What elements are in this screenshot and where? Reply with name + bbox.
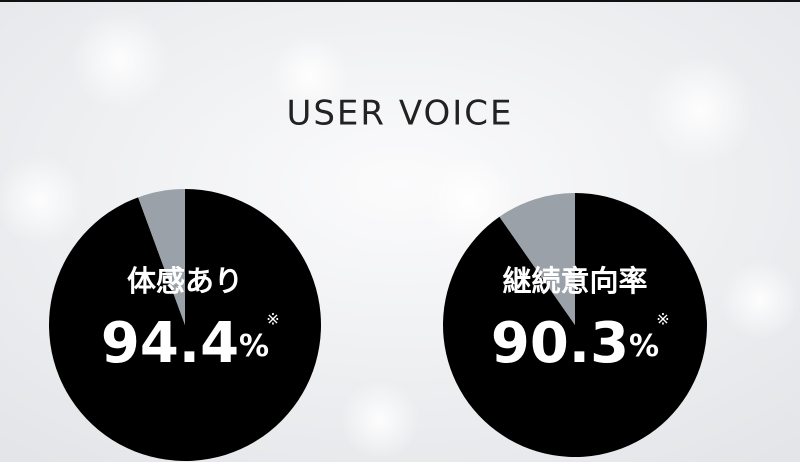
pie-slice <box>443 193 708 458</box>
footnote-mark: ※ <box>656 310 669 329</box>
pie-title: 継続意向率 <box>502 264 647 298</box>
pie-title: 体感あり <box>127 264 243 298</box>
value-label: 90.3% <box>491 311 659 376</box>
top-border <box>0 0 800 2</box>
pie-slice <box>138 189 185 325</box>
pie-slice <box>499 193 575 325</box>
bokeh <box>0 10 800 460</box>
page-title: USER VOICE <box>286 94 513 134</box>
footnote-mark: ※ <box>266 310 279 329</box>
value-label: 94.4% <box>101 311 269 376</box>
